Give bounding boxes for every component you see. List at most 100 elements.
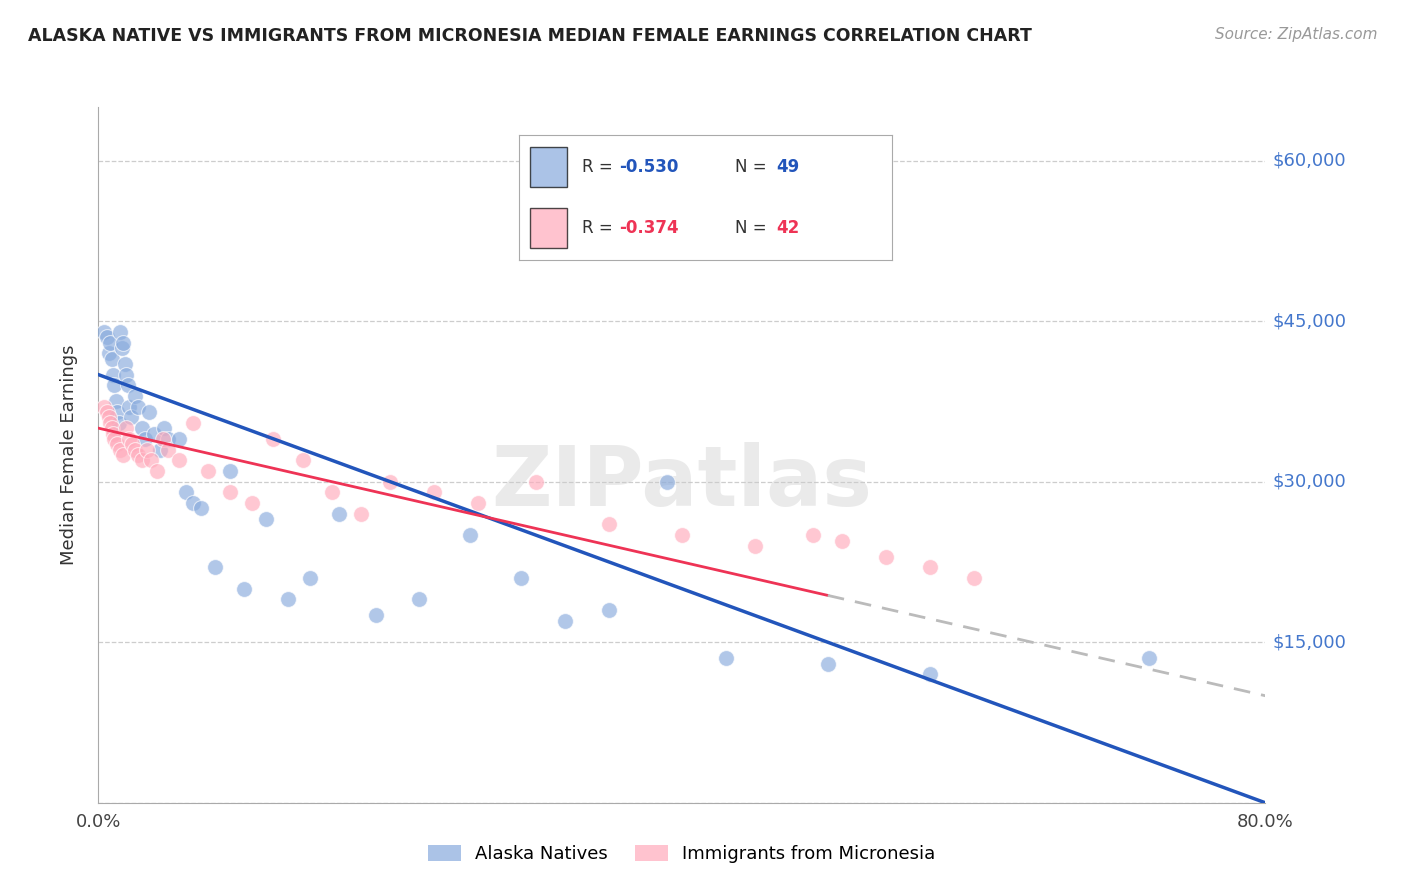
Point [328, 507, 350, 521]
Point [100, 421, 122, 435]
Point [96, 405, 118, 419]
Point [118, 432, 141, 446]
Point [524, 475, 547, 489]
Y-axis label: Median Female Earnings: Median Female Earnings [59, 344, 77, 566]
Point [127, 448, 149, 462]
Point [124, 442, 146, 457]
Point [101, 426, 124, 441]
Point [115, 421, 138, 435]
Point [204, 560, 226, 574]
Point [174, 485, 197, 500]
Point [460, 528, 482, 542]
Point [801, 528, 824, 542]
Point [714, 651, 737, 665]
Point [298, 571, 321, 585]
Point [121, 437, 143, 451]
Point [100, 351, 122, 366]
Point [918, 667, 941, 681]
Point [657, 475, 679, 489]
Point [157, 442, 180, 457]
Point [131, 421, 153, 435]
Point [135, 442, 157, 457]
Point [110, 325, 132, 339]
Point [598, 517, 620, 532]
Point [105, 405, 128, 419]
Point [510, 571, 533, 585]
Point [101, 368, 124, 382]
Point [152, 432, 174, 446]
Point [218, 485, 240, 500]
Point [108, 416, 131, 430]
Point [817, 657, 839, 671]
Point [115, 368, 138, 382]
Point [153, 421, 176, 435]
Point [218, 464, 240, 478]
Point [97, 410, 120, 425]
Point [671, 528, 693, 542]
Text: $60,000: $60,000 [1272, 152, 1346, 169]
Point [277, 592, 299, 607]
Point [554, 614, 576, 628]
Point [831, 533, 853, 548]
Point [181, 496, 204, 510]
Point [103, 432, 125, 446]
Point [321, 485, 343, 500]
Point [254, 512, 277, 526]
Point [139, 453, 162, 467]
Point [350, 507, 373, 521]
Point [598, 603, 620, 617]
Text: Source: ZipAtlas.com: Source: ZipAtlas.com [1215, 27, 1378, 42]
Point [124, 389, 146, 403]
Point [104, 394, 127, 409]
Point [378, 475, 402, 489]
Point [103, 378, 125, 392]
Point [97, 346, 120, 360]
Point [408, 592, 430, 607]
Point [93, 400, 115, 414]
Point [918, 560, 941, 574]
Point [962, 571, 984, 585]
Point [146, 464, 169, 478]
Point [127, 400, 149, 414]
Point [98, 335, 121, 350]
Point [181, 416, 204, 430]
Text: $45,000: $45,000 [1272, 312, 1347, 330]
Point [118, 400, 141, 414]
Point [423, 485, 446, 500]
Point [134, 432, 156, 446]
Point [111, 341, 134, 355]
Point [167, 453, 190, 467]
Point [744, 539, 766, 553]
Point [1137, 651, 1160, 665]
Point [138, 405, 160, 419]
Point [105, 437, 128, 451]
Point [157, 432, 180, 446]
Point [120, 410, 142, 425]
Point [190, 501, 212, 516]
Point [142, 426, 165, 441]
Point [291, 453, 314, 467]
Point [112, 448, 135, 462]
Point [98, 416, 121, 430]
Point [240, 496, 263, 510]
Point [114, 357, 136, 371]
Point [364, 608, 387, 623]
Point [262, 432, 284, 446]
Point [110, 442, 132, 457]
Point [875, 549, 897, 564]
Point [197, 464, 219, 478]
Point [117, 378, 139, 392]
Point [93, 325, 115, 339]
Point [96, 330, 118, 344]
Point [112, 335, 135, 350]
Point [131, 453, 153, 467]
Point [149, 442, 172, 457]
Text: ALASKA NATIVE VS IMMIGRANTS FROM MICRONESIA MEDIAN FEMALE EARNINGS CORRELATION C: ALASKA NATIVE VS IMMIGRANTS FROM MICRONE… [28, 27, 1032, 45]
Text: ZIPatlas: ZIPatlas [492, 442, 872, 524]
Point [467, 496, 489, 510]
Text: $30,000: $30,000 [1272, 473, 1346, 491]
Point [167, 432, 190, 446]
Text: $15,000: $15,000 [1272, 633, 1347, 651]
Legend: Alaska Natives, Immigrants from Micronesia: Alaska Natives, Immigrants from Micrones… [422, 838, 942, 871]
Point [233, 582, 256, 596]
